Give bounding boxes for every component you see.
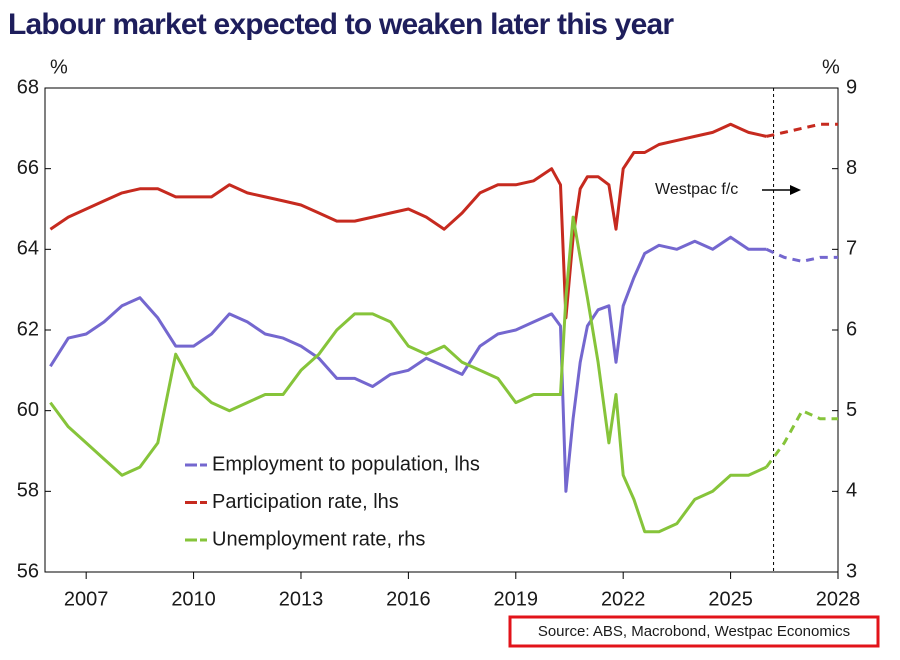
x-tick-label: 2010 (171, 588, 216, 610)
source-box (508, 615, 880, 648)
y2-tick-label: 5 (846, 399, 857, 421)
x-tick-label: 2025 (708, 588, 753, 610)
y-tick-label: 66 (17, 157, 39, 179)
legend-label: Unemployment rate, rhs (212, 528, 425, 550)
x-tick-label: 2019 (494, 588, 539, 610)
x-tick-label: 2013 (279, 588, 324, 610)
y-tick-label: 56 (17, 560, 39, 582)
plot-frame (44, 87, 839, 573)
chart-title: Labour market expected to weaken later t… (8, 8, 674, 41)
x-tick-label: 2022 (601, 588, 646, 610)
y-unit: % (50, 56, 68, 78)
y2-tick-label: 6 (846, 318, 857, 340)
y-tick-label: 68 (17, 76, 39, 98)
series-line (49, 122, 767, 320)
series-line (49, 215, 768, 534)
forecast-line (766, 122, 838, 138)
legend-label: Participation rate, lhs (212, 491, 399, 513)
legend-label: Employment to population, lhs (212, 453, 480, 475)
y-tick-label: 58 (17, 480, 39, 502)
annotation: Westpac f/c (655, 181, 738, 198)
y-tick-label: 60 (17, 399, 39, 421)
x-tick-label: 2007 (64, 588, 109, 610)
y2-tick-label: 8 (846, 157, 857, 179)
forecast-line (765, 247, 838, 263)
y2-tick-label: 3 (846, 560, 857, 582)
annotation-arrowhead (790, 185, 801, 195)
series-line (49, 235, 767, 493)
y-tick-label: 62 (17, 318, 39, 340)
x-tick-label: 2028 (816, 588, 861, 610)
y2-tick-label: 7 (846, 238, 857, 260)
source: Source: ABS, Macrobond, Westpac Economic… (538, 623, 850, 640)
x-tick-label: 2016 (386, 588, 431, 610)
y2-tick-label: 4 (846, 480, 857, 502)
y2-unit: % (822, 56, 840, 78)
forecast-line (765, 409, 838, 468)
y-tick-label: 64 (17, 238, 39, 260)
y2-tick-label: 9 (846, 76, 857, 98)
